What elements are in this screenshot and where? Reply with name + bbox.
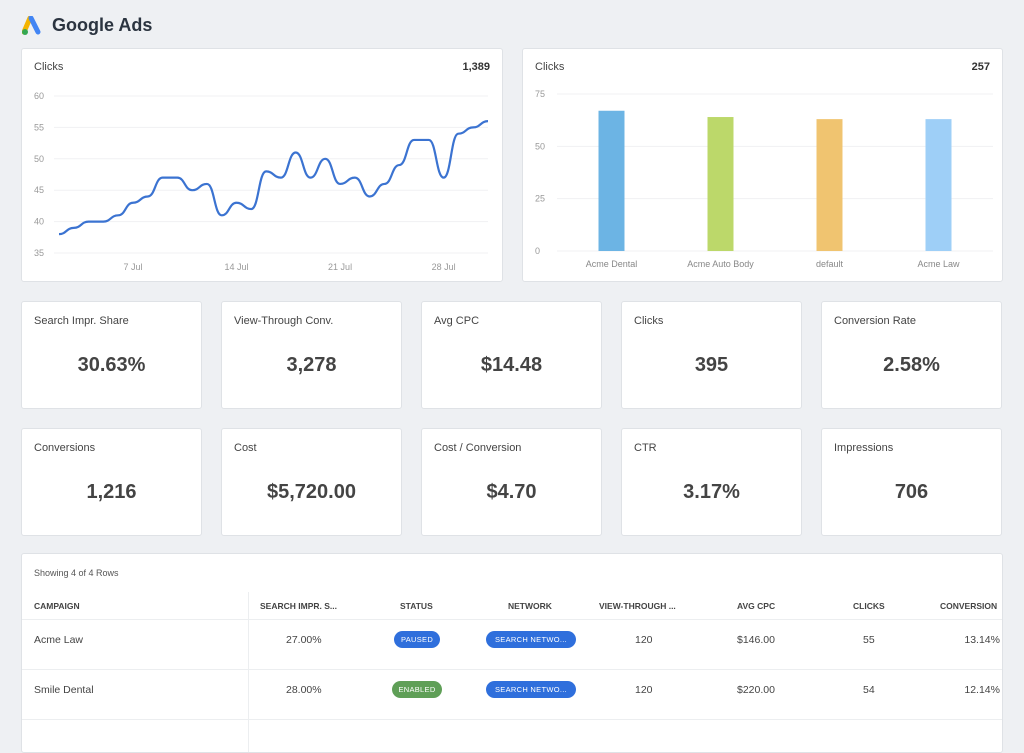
cell-clicks: 54: [863, 684, 875, 696]
header-conversion[interactable]: CONVERSION: [940, 601, 998, 611]
campaign-table: Showing 4 of 4 Rows CAMPAIGN SEARCH IMPR…: [21, 553, 1003, 753]
network-badge: SEARCH NETWO...: [486, 631, 576, 648]
cell-view-through: 120: [635, 634, 653, 646]
kpi-label: Avg CPC: [434, 315, 480, 327]
y-tick-label: 50: [535, 141, 545, 151]
y-tick-label: 25: [535, 194, 545, 204]
kpi-value: 2.58%: [883, 354, 940, 376]
x-tick-label: Acme Dental: [586, 259, 638, 269]
bar-acme-dental: [598, 110, 625, 251]
bar-acme-law: [925, 119, 952, 252]
y-tick-label: 60: [34, 91, 44, 101]
clicks-line: [58, 120, 489, 236]
kpi-card: Avg CPC $14.48: [421, 301, 602, 409]
header-network[interactable]: NETWORK: [508, 601, 552, 611]
cell-conversion: 12.14%: [964, 684, 1000, 696]
x-tick-label: 7 Jul: [123, 262, 142, 272]
clicks-bar-card: Clicks 257 0 25 50 75 Acme Dental Acme Auto B…: [522, 48, 1003, 282]
kpi-value: 3.17%: [683, 481, 740, 503]
header-campaign[interactable]: CAMPAIGN: [34, 601, 80, 611]
cell-campaign[interactable]: Smile Dental: [34, 684, 94, 696]
header-view-through[interactable]: VIEW-THROUGH ...: [599, 601, 676, 611]
kpi-card: CTR 3.17%: [621, 428, 802, 536]
kpi-card: Clicks 395: [621, 301, 802, 409]
line-chart: 35 40 45 50 55 60 7 Jul 14 Jul 21 Jul 28 Jul: [34, 91, 489, 272]
x-tick-label: 14 Jul: [225, 262, 249, 272]
kpi-label: CTR: [634, 442, 657, 454]
kpi-card: Conversions 1,216: [21, 428, 202, 536]
kpi-label: View-Through Conv.: [234, 315, 334, 327]
clicks-line-card: Clicks 1,389 35 40 45 50 55 60 7 Jul 14 Jul 21 J…: [21, 48, 503, 282]
y-tick-label: 40: [34, 217, 44, 227]
status-badge: PAUSED: [394, 631, 440, 648]
kpi-value: 706: [894, 481, 929, 503]
x-tick-label: 28 Jul: [432, 262, 456, 272]
kpi-label: Conversions: [34, 442, 96, 454]
y-tick-label: 35: [34, 248, 44, 258]
y-tick-label: 45: [34, 185, 44, 195]
bar-acme-auto-body: [707, 117, 734, 251]
kpi-label: Clicks: [634, 315, 664, 327]
card-total: 1,389: [462, 61, 490, 73]
header-status[interactable]: STATUS: [400, 601, 433, 611]
kpi-label: Cost / Conversion: [434, 442, 522, 454]
cell-view-through: 120: [635, 684, 653, 696]
cell-search-impr: 28.00%: [286, 684, 322, 696]
card-title: Clicks: [535, 61, 565, 73]
kpi-value: 395: [694, 354, 729, 376]
kpi-value: $4.70: [486, 481, 537, 503]
cell-clicks: 55: [863, 634, 875, 646]
cell-avg-cpc: $220.00: [737, 684, 775, 696]
kpi-value: 3,278: [286, 354, 337, 376]
kpi-card: View-Through Conv. 3,278: [221, 301, 402, 409]
kpi-card: Impressions 706: [821, 428, 1002, 536]
status-badge: ENABLED: [392, 681, 442, 698]
kpi-card: Cost / Conversion $4.70: [421, 428, 602, 536]
cell-search-impr: 27.00%: [286, 634, 322, 646]
kpi-value: $5,720.00: [267, 481, 356, 503]
cell-campaign[interactable]: Acme Law: [34, 634, 84, 646]
y-tick-label: 55: [34, 122, 44, 132]
kpi-label: Conversion Rate: [834, 315, 916, 327]
x-tick-label: 21 Jul: [328, 262, 352, 272]
header-clicks[interactable]: CLICKS: [853, 601, 885, 611]
y-tick-label: 75: [535, 89, 545, 99]
row-divider: [22, 669, 1002, 670]
y-tick-label: 0: [535, 246, 540, 256]
kpi-label: Search Impr. Share: [34, 315, 129, 327]
row-divider: [22, 719, 1002, 720]
kpi-card: Conversion Rate 2.58%: [821, 301, 1002, 409]
kpi-value: 30.63%: [77, 354, 146, 376]
app-title: Google Ads: [52, 15, 153, 35]
kpi-card: Cost $5,720.00: [221, 428, 402, 536]
row-divider: [22, 619, 1002, 620]
kpi-card: Search Impr. Share 30.63%: [21, 301, 202, 409]
kpi-label: Impressions: [834, 442, 894, 454]
google-ads-logo-icon: [22, 15, 41, 35]
kpi-value: 1,216: [86, 481, 137, 503]
x-tick-label: default: [816, 259, 844, 269]
bar-default: [816, 119, 843, 252]
kpi-label: Cost: [234, 442, 257, 454]
card-total: 257: [971, 61, 990, 73]
network-badge: SEARCH NETWO...: [486, 681, 576, 698]
kpi-value: $14.48: [480, 354, 543, 376]
cell-conversion: 13.14%: [964, 634, 1000, 646]
cell-avg-cpc: $146.00: [737, 634, 775, 646]
header-avg-cpc[interactable]: AVG CPC: [737, 601, 776, 611]
bar-chart: 0 25 50 75 Acme Dental Acme Auto Body default A…: [535, 89, 993, 269]
x-tick-label: Acme Auto Body: [687, 259, 754, 269]
x-tick-label: Acme Law: [917, 259, 960, 269]
row-count: Showing 4 of 4 Rows: [34, 568, 119, 578]
card-title: Clicks: [34, 61, 64, 73]
header-search-impr[interactable]: SEARCH IMPR. S...: [260, 601, 337, 611]
column-divider: [248, 592, 249, 752]
google-ads-logo: Google Ads: [22, 15, 152, 36]
y-tick-label: 50: [34, 154, 44, 164]
